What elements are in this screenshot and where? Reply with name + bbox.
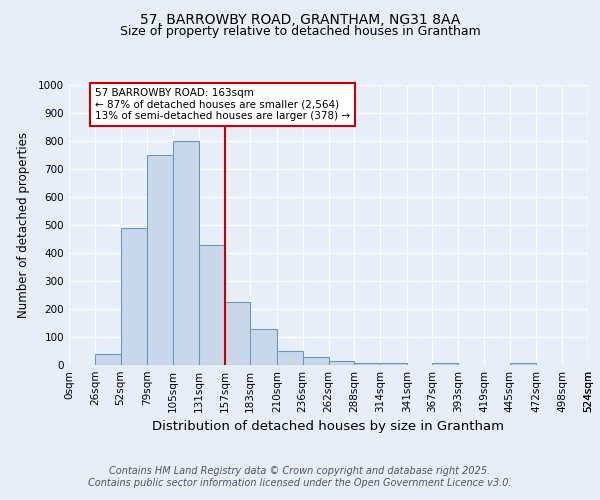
Bar (277, 351, 303, 365)
Text: Size of property relative to detached houses in Grantham: Size of property relative to detached ho… (119, 25, 481, 38)
Bar (354, 363, 380, 365)
Text: 57 BARROWBY ROAD: 163sqm
← 87% of detached houses are smaller (2,564)
13% of sem: 57 BARROWBY ROAD: 163sqm ← 87% of detach… (95, 88, 350, 121)
Bar (250, 328, 277, 365)
Text: Contains HM Land Registry data © Crown copyright and database right 2025.
Contai: Contains HM Land Registry data © Crown c… (88, 466, 512, 487)
Bar (199, 244, 224, 365)
X-axis label: Distribution of detached houses by size in Grantham: Distribution of detached houses by size … (152, 420, 505, 434)
Text: 57, BARROWBY ROAD, GRANTHAM, NG31 8AA: 57, BARROWBY ROAD, GRANTHAM, NG31 8AA (140, 12, 460, 26)
Bar (121, 228, 147, 365)
Y-axis label: Number of detached properties: Number of detached properties (17, 132, 29, 318)
Bar (329, 361, 354, 365)
Bar (173, 141, 199, 365)
Bar (95, 354, 121, 365)
Bar (224, 302, 250, 365)
Bar (147, 155, 173, 365)
Bar (433, 363, 458, 365)
Bar (510, 363, 536, 365)
Bar (303, 357, 329, 365)
Bar (380, 363, 407, 365)
